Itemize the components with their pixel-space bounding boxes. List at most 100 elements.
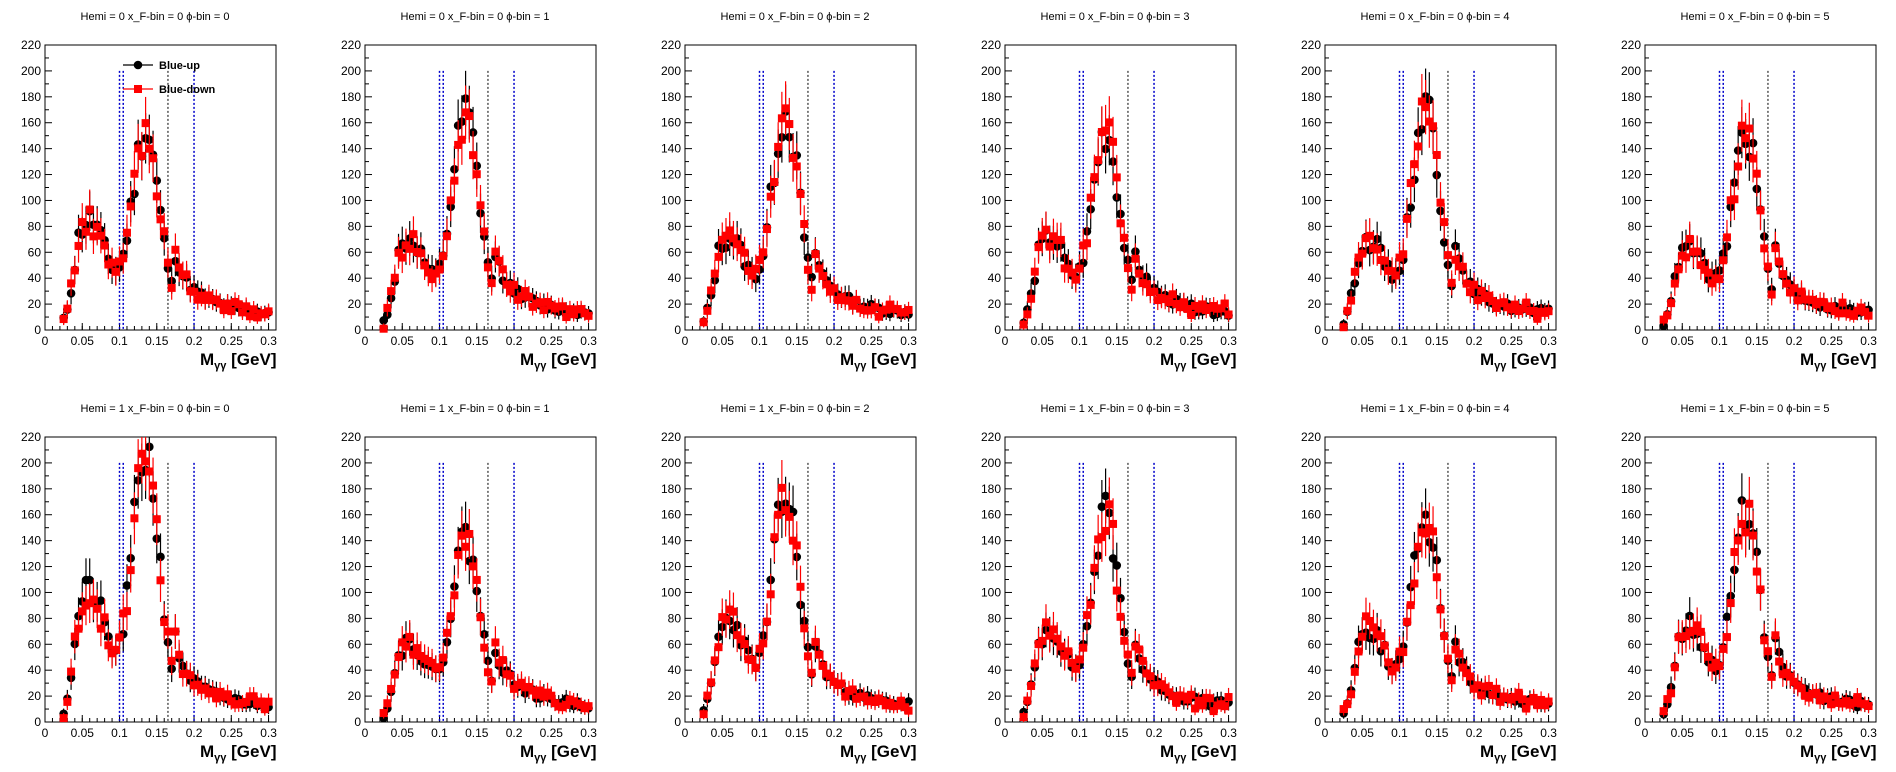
data-point-blue-down bbox=[152, 515, 161, 524]
x-axis-label: Mγγ [GeV] bbox=[520, 742, 596, 764]
x-axis-label: Mγγ [GeV] bbox=[840, 350, 916, 372]
data-point-blue-down bbox=[149, 154, 158, 163]
data-point-blue-down bbox=[1730, 548, 1739, 557]
data-point-blue-down bbox=[1414, 142, 1423, 151]
data-point-blue-down bbox=[885, 300, 894, 309]
y-tick-label: 40 bbox=[988, 663, 1002, 677]
panel-1: Hemi = 0 x_F-bin = 0 ϕ-bin = 1 0 20 40 60 80 1… bbox=[341, 11, 597, 372]
data-point-blue-down bbox=[1749, 154, 1758, 163]
data-point-blue-down bbox=[1864, 311, 1873, 320]
y-tick-label: 180 bbox=[21, 90, 41, 104]
y-tick-label: 40 bbox=[348, 663, 362, 677]
data-point-blue-down bbox=[532, 690, 541, 699]
data-point-blue-down bbox=[190, 287, 199, 296]
data-point-blue-down bbox=[777, 114, 786, 123]
data-point-blue-down bbox=[383, 303, 392, 312]
data-point-blue-down bbox=[435, 265, 444, 274]
data-point-blue-down bbox=[1484, 681, 1493, 690]
data-point-blue-down bbox=[1752, 169, 1761, 178]
data-point-blue-down bbox=[469, 562, 478, 571]
panel-title: Hemi = 0 x_F-bin = 0 ϕ-bin = 3 bbox=[1041, 11, 1190, 23]
data-point-blue-down bbox=[789, 153, 798, 162]
data-point-blue-down bbox=[1458, 262, 1467, 271]
data-point-blue-down bbox=[1082, 239, 1091, 248]
data-point-blue-down bbox=[1793, 296, 1802, 305]
data-point-blue-down bbox=[216, 687, 225, 696]
data-point-blue-down bbox=[1667, 299, 1676, 308]
data-point-blue-down bbox=[78, 218, 87, 227]
data-point-blue-down bbox=[1749, 531, 1758, 540]
data-point-blue-down bbox=[134, 144, 143, 153]
data-point-blue-down bbox=[1741, 134, 1750, 143]
data-point-blue-down bbox=[1019, 320, 1028, 329]
data-point-blue-down bbox=[465, 529, 474, 538]
x-tick-label: 0.15 bbox=[465, 726, 489, 740]
data-point-blue-down bbox=[1447, 676, 1456, 685]
data-point-blue-down bbox=[584, 311, 593, 320]
y-tick-label: 60 bbox=[1628, 637, 1642, 651]
x-tick-label: 0 bbox=[682, 334, 689, 348]
x-tick-label: 0.3 bbox=[260, 334, 277, 348]
plot-frame bbox=[1004, 44, 1237, 331]
panel-title: Hemi = 1 x_F-bin = 0 ϕ-bin = 2 bbox=[721, 403, 870, 415]
data-point-blue-down bbox=[844, 296, 853, 305]
y-tick-label: 200 bbox=[661, 456, 681, 470]
data-point-blue-down bbox=[882, 305, 891, 314]
data-point-blue-down bbox=[1473, 296, 1482, 305]
data-point-blue-down bbox=[201, 295, 210, 304]
data-point-blue-down bbox=[1417, 97, 1426, 106]
data-point-blue-down bbox=[96, 624, 105, 633]
data-point-blue-down bbox=[1056, 642, 1065, 651]
data-point-blue-down bbox=[789, 536, 798, 545]
y-tick-label: 200 bbox=[981, 456, 1001, 470]
data-point-blue-down bbox=[1436, 198, 1445, 207]
x-tick-label: 0.1 bbox=[1391, 726, 1408, 740]
y-tick-label: 140 bbox=[661, 142, 681, 156]
data-point-blue-down bbox=[1150, 287, 1159, 296]
data-point-blue-down bbox=[264, 697, 273, 706]
x-tick-label: 0.05 bbox=[71, 334, 95, 348]
data-point-blue-down bbox=[1763, 647, 1772, 656]
data-point-blue-down bbox=[1693, 621, 1702, 630]
y-tick-label: 100 bbox=[21, 193, 41, 207]
y-tick-label: 0 bbox=[1634, 715, 1641, 729]
data-point-blue-down bbox=[390, 670, 399, 679]
y-tick-label: 0 bbox=[34, 323, 41, 337]
panel-0: Hemi = 0 x_F-bin = 0 ϕ-bin = 0 0 20 40 60 80 1… bbox=[21, 11, 277, 372]
data-point-blue-down bbox=[167, 283, 176, 292]
x-tick-label: 0.05 bbox=[1031, 334, 1055, 348]
y-tick-label: 80 bbox=[1628, 611, 1642, 625]
data-point-blue-down bbox=[1112, 586, 1121, 595]
y-tick-label: 180 bbox=[341, 90, 361, 104]
data-point-blue-down bbox=[774, 142, 783, 151]
data-point-blue-down bbox=[1745, 499, 1754, 508]
data-point-blue-down bbox=[253, 313, 262, 322]
y-tick-label: 80 bbox=[28, 611, 42, 625]
y-tick-label: 100 bbox=[661, 585, 681, 599]
data-point-blue-down bbox=[1741, 528, 1750, 537]
data-point-blue-down bbox=[242, 697, 251, 706]
x-axis-label: Mγγ [GeV] bbox=[1800, 742, 1876, 764]
data-point-blue-down bbox=[457, 135, 466, 144]
data-point-blue-down bbox=[1060, 651, 1069, 660]
data-point-blue-down bbox=[1376, 632, 1385, 641]
data-point-blue-up bbox=[1410, 551, 1419, 560]
data-point-blue-down bbox=[1075, 264, 1084, 273]
data-point-blue-down bbox=[729, 234, 738, 243]
data-point-blue-down bbox=[699, 318, 708, 327]
y-tick-label: 0 bbox=[674, 323, 681, 337]
data-point-blue-down bbox=[837, 679, 846, 688]
data-point-blue-down bbox=[1361, 612, 1370, 621]
y-tick-label: 180 bbox=[1301, 482, 1321, 496]
data-point-blue-down bbox=[1105, 500, 1114, 509]
y-tick-label: 120 bbox=[341, 560, 361, 574]
y-tick-label: 200 bbox=[1301, 64, 1321, 78]
y-tick-label: 0 bbox=[354, 323, 361, 337]
y-tick-label: 20 bbox=[1628, 689, 1642, 703]
data-point-blue-down bbox=[130, 169, 139, 178]
x-tick-label: 0 bbox=[362, 334, 369, 348]
y-tick-label: 60 bbox=[988, 245, 1002, 259]
panel-title: Hemi = 0 x_F-bin = 0 ϕ-bin = 2 bbox=[721, 11, 870, 23]
y-tick-label: 100 bbox=[661, 193, 681, 207]
